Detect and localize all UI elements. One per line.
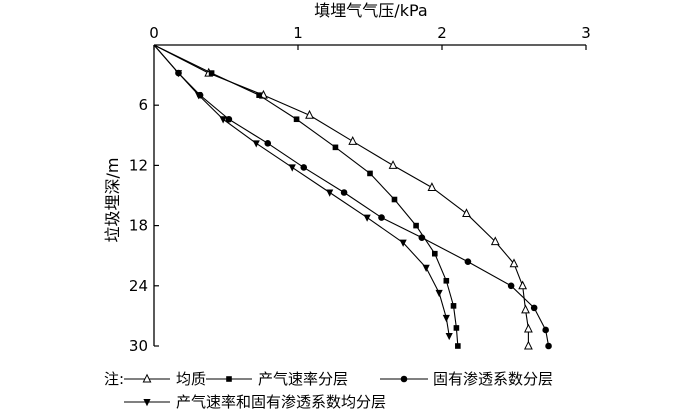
data-point bbox=[293, 116, 300, 123]
data-point bbox=[340, 189, 348, 196]
data-point bbox=[490, 236, 500, 246]
series-permeability-layered bbox=[153, 44, 552, 350]
data-point bbox=[348, 136, 358, 145]
data-point bbox=[195, 92, 203, 100]
data-point bbox=[455, 343, 461, 349]
data-point bbox=[530, 304, 538, 312]
series-permeability-layered-line bbox=[153, 44, 550, 347]
data-point bbox=[252, 140, 260, 148]
data-point bbox=[367, 170, 373, 177]
data-point bbox=[507, 282, 515, 290]
plot-axes bbox=[153, 44, 587, 347]
data-point bbox=[545, 342, 552, 350]
data-point bbox=[219, 116, 227, 124]
data-point bbox=[523, 340, 533, 350]
data-point bbox=[542, 326, 549, 334]
series-both-layered-line bbox=[153, 44, 450, 337]
data-point bbox=[326, 189, 334, 197]
data-point bbox=[450, 303, 457, 309]
y-tick-label: 30 bbox=[129, 337, 148, 355]
data-point bbox=[413, 222, 419, 229]
data-point bbox=[332, 144, 339, 151]
data-point bbox=[288, 164, 296, 172]
data-point bbox=[509, 258, 519, 268]
y-tick-label: 18 bbox=[129, 217, 148, 235]
legend-sample-permeability-layered bbox=[380, 375, 428, 383]
data-point bbox=[432, 250, 438, 257]
data-point bbox=[442, 314, 450, 323]
x-tick-label: 3 bbox=[581, 24, 591, 42]
data-point bbox=[521, 304, 530, 314]
data-point bbox=[399, 239, 407, 247]
data-point bbox=[445, 332, 453, 341]
legend-label-both-layered: 产气速率和固有渗透系数均分层 bbox=[176, 393, 386, 410]
x-tick-label: 0 bbox=[149, 24, 159, 42]
data-point bbox=[435, 289, 443, 298]
series-homogeneous-line bbox=[153, 44, 529, 346]
legend-label-homogeneous: 均质 bbox=[176, 370, 206, 388]
data-point bbox=[462, 208, 471, 218]
data-point bbox=[418, 234, 426, 241]
series-layer bbox=[153, 44, 552, 350]
data-point bbox=[422, 264, 430, 272]
series-homogeneous bbox=[153, 44, 533, 350]
data-point bbox=[464, 258, 472, 266]
data-point bbox=[264, 140, 272, 147]
data-point bbox=[363, 214, 371, 222]
y-tick-label: 24 bbox=[129, 277, 148, 295]
legend-sample-gas-rate-layered bbox=[206, 376, 252, 382]
x-tick-label: 2 bbox=[437, 24, 447, 42]
legend-sample-homogeneous bbox=[124, 373, 170, 383]
y-tick-label: 6 bbox=[138, 96, 148, 114]
data-point bbox=[225, 115, 233, 123]
legend: 注: 均质 产气速率分层 固有渗透系数分层 产气速率和固有渗透系数均分层 bbox=[104, 370, 553, 410]
series-gas-rate-layered bbox=[153, 44, 461, 349]
y-axis-title: 垃圾埋深/m bbox=[103, 158, 122, 243]
data-point bbox=[443, 277, 450, 284]
data-point bbox=[453, 325, 460, 331]
y-tick-label: 12 bbox=[129, 156, 148, 174]
legend-label-gas-rate-layered: 产气速率分层 bbox=[258, 370, 348, 388]
legend-sample-both-layered bbox=[124, 399, 170, 407]
data-point bbox=[256, 92, 262, 98]
legend-marker bbox=[400, 375, 408, 383]
legend-prefix: 注: bbox=[104, 370, 124, 388]
data-point bbox=[388, 160, 398, 169]
series-both-layered bbox=[153, 44, 453, 341]
x-axis-title: 填埋气气压/kPa bbox=[314, 1, 427, 20]
data-point bbox=[523, 323, 533, 333]
data-point bbox=[208, 70, 215, 76]
series-gas-rate-layered-line bbox=[153, 44, 459, 347]
legend-marker bbox=[142, 373, 152, 383]
data-point bbox=[378, 214, 385, 221]
legend-marker bbox=[226, 376, 232, 382]
data-point bbox=[518, 280, 528, 290]
data-point bbox=[174, 70, 183, 78]
data-point bbox=[391, 196, 398, 203]
data-point bbox=[300, 164, 308, 171]
x-tick-label: 1 bbox=[293, 24, 303, 42]
data-point bbox=[427, 182, 437, 191]
legend-label-permeability-layered: 固有渗透系数分层 bbox=[433, 370, 553, 388]
legend-marker bbox=[143, 399, 151, 407]
data-point bbox=[305, 109, 314, 119]
